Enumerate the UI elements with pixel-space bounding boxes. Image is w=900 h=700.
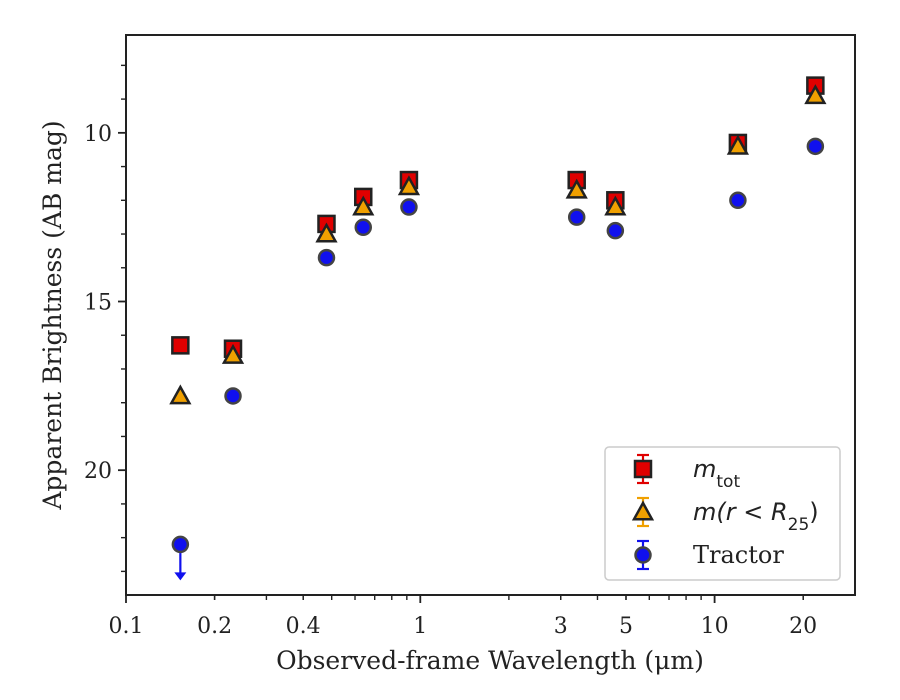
circle-point bbox=[171, 535, 190, 554]
legend-label: Tractor bbox=[693, 541, 784, 569]
y-tick-label: 10 bbox=[84, 122, 112, 147]
x-tick-label: 10 bbox=[701, 614, 729, 639]
y-tick-label: 20 bbox=[84, 459, 112, 484]
y-tick-label: 15 bbox=[84, 291, 112, 316]
legend-entry: Tractor bbox=[634, 539, 784, 571]
upper-limit-arrow-head bbox=[174, 572, 187, 581]
legend: mtot m(r < R25) Tractor bbox=[604, 446, 841, 581]
triangle-point bbox=[352, 195, 375, 216]
series-square bbox=[171, 76, 825, 358]
legend-entry: mtot bbox=[633, 453, 740, 492]
legend-circle-marker bbox=[634, 546, 652, 564]
series-circle bbox=[171, 137, 825, 581]
circle-point bbox=[354, 218, 373, 237]
circle-point bbox=[400, 198, 418, 216]
x-tick-label: 5 bbox=[619, 614, 633, 639]
legend-entry: m(r < R25) bbox=[631, 496, 819, 535]
legend-triangle-marker bbox=[631, 500, 655, 521]
triangle-point bbox=[604, 195, 627, 216]
data-points bbox=[169, 76, 827, 581]
x-tick-label: 3 bbox=[554, 614, 568, 639]
triangle-point bbox=[221, 343, 245, 364]
circle-point bbox=[567, 208, 586, 226]
series-triangle bbox=[169, 84, 827, 405]
triangle-point bbox=[169, 384, 192, 405]
legend-label: mtot bbox=[693, 455, 740, 492]
triangle-point bbox=[397, 175, 421, 196]
x-tick-label: 0.1 bbox=[109, 614, 144, 639]
axis-ticks: 0.1 0.2 0.4 1 3 5 10 20 10 15 20 bbox=[84, 64, 817, 639]
triangle-point bbox=[565, 178, 588, 199]
legend-box bbox=[604, 446, 841, 581]
x-tick-label: 1 bbox=[413, 614, 427, 639]
legend-label: m(r < R25) bbox=[693, 498, 819, 535]
circle-point bbox=[806, 137, 825, 156]
circle-point bbox=[317, 248, 336, 267]
square-point bbox=[171, 336, 190, 355]
circle-point bbox=[606, 221, 625, 240]
x-axis-label: Observed-frame Wavelength (μm) bbox=[276, 646, 704, 675]
triangle-point bbox=[804, 84, 827, 105]
x-tick-label: 0.4 bbox=[286, 614, 321, 639]
triangle-point bbox=[315, 222, 338, 243]
circle-point bbox=[224, 387, 242, 405]
y-axis-label: Apparent Brightness (AB mag) bbox=[38, 120, 67, 510]
x-tick-label: 20 bbox=[789, 614, 817, 639]
legend-square-marker bbox=[633, 459, 653, 479]
x-tick-label: 0.2 bbox=[197, 614, 232, 639]
circle-point bbox=[729, 191, 747, 210]
plot-frame bbox=[125, 34, 856, 596]
triangle-point bbox=[726, 134, 750, 155]
